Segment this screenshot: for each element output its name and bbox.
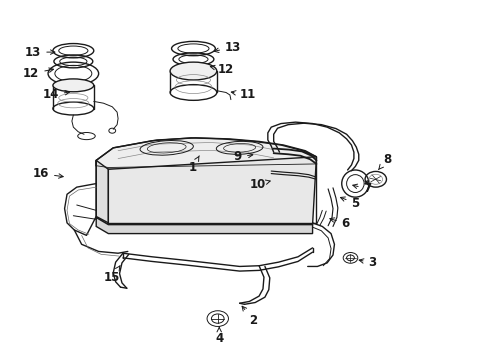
Polygon shape — [96, 138, 316, 169]
Text: 15: 15 — [104, 266, 120, 284]
Text: 3: 3 — [358, 256, 376, 269]
Text: 5: 5 — [340, 197, 359, 210]
Text: 16: 16 — [33, 167, 63, 180]
Text: 1: 1 — [188, 156, 199, 174]
Text: 14: 14 — [42, 89, 69, 102]
Text: 2: 2 — [242, 306, 257, 327]
Text: 10: 10 — [250, 178, 270, 191]
Text: 11: 11 — [231, 89, 255, 102]
Ellipse shape — [170, 62, 216, 80]
Text: 9: 9 — [233, 150, 252, 163]
Ellipse shape — [53, 79, 94, 92]
Text: 12: 12 — [210, 63, 234, 76]
Text: 13: 13 — [25, 46, 55, 59]
Text: 6: 6 — [329, 217, 349, 230]
Text: 4: 4 — [215, 327, 223, 346]
Polygon shape — [108, 157, 316, 225]
Polygon shape — [96, 160, 108, 225]
Text: 8: 8 — [378, 153, 390, 170]
Text: 12: 12 — [23, 67, 53, 80]
Polygon shape — [96, 217, 312, 234]
Text: 7: 7 — [352, 183, 371, 195]
Text: 13: 13 — [214, 41, 241, 54]
